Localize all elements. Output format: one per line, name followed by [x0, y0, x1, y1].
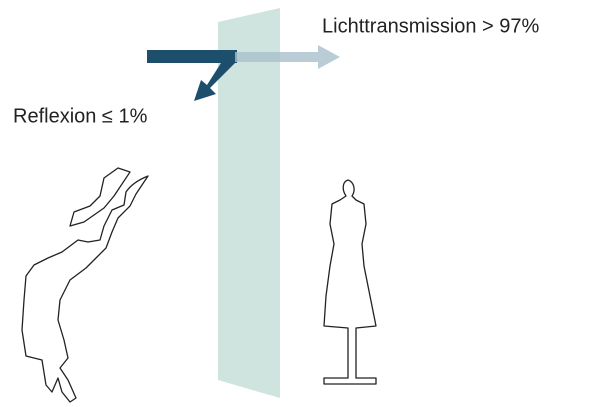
mannequin [324, 180, 376, 384]
reflection-label: Reflexion ≤ 1% [13, 105, 148, 127]
transmission-label: Lichttransmission > 97% [322, 15, 540, 37]
diagram: Lichttransmission > 97% Reflexion ≤ 1% [0, 0, 590, 407]
woman-hair [70, 168, 130, 226]
page: Lichttransmission > 97% Reflexion ≤ 1% (… [0, 0, 590, 407]
